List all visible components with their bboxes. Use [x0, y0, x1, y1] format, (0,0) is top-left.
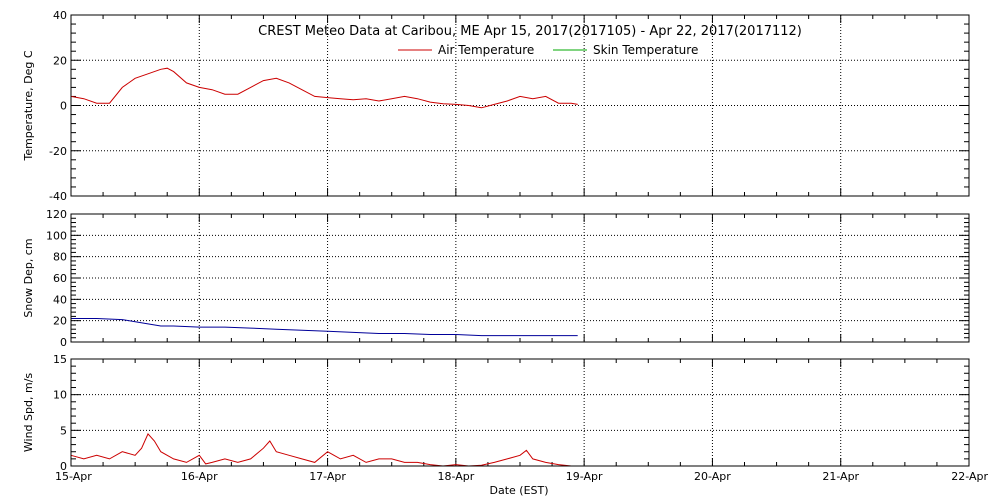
y-tick-label: 5: [60, 424, 67, 437]
series-line-air-temperature: [70, 67, 578, 109]
y-tick-label: 100: [46, 229, 67, 242]
y-tick-label: 40: [53, 9, 67, 22]
y-tick-label: 10: [53, 389, 67, 402]
y-tick-label: 15: [53, 353, 67, 366]
panels: -40 -20 0 20 40 Temperature, Deg C 0 20 40 60 80 10…: [22, 9, 988, 483]
series-line-snow-depth: [71, 318, 578, 337]
chart-title: CREST Meteo Data at Caribou, ME Apr 15, …: [258, 24, 802, 39]
x-axis-title: Date (EST): [489, 484, 548, 497]
x-tick-label: 20-Apr: [694, 470, 731, 483]
y-tick-label: 40: [53, 293, 67, 306]
panel-snow-depth: 0 20 40 60 80 100 120 Snow Dep, cm: [22, 208, 970, 349]
y-axis-title-wind-speed: Wind Spd, m/s: [22, 373, 35, 453]
y-axis-title-snow-depth: Snow Dep, cm: [22, 238, 35, 317]
y-tick-label: 0: [60, 336, 67, 349]
x-tick-label: 16-Apr: [181, 470, 218, 483]
x-tick-label: 22-Apr: [951, 470, 988, 483]
panel-frame: [70, 14, 970, 197]
y-tick-label: 120: [46, 208, 67, 221]
legend: Air Temperature Skin Temperature: [398, 43, 698, 57]
y-tick-label: -40: [49, 190, 67, 203]
legend-label-skin-temperature: Skin Temperature: [593, 43, 698, 57]
y-tick-label: 0: [60, 100, 67, 113]
panel-frame: [70, 213, 970, 343]
x-tick-label: 15-Apr: [55, 470, 92, 483]
y-tick-label: -20: [49, 145, 67, 158]
panel-temperature: -40 -20 0 20 40 Temperature, Deg C: [22, 9, 970, 203]
x-tick-label: 17-Apr: [309, 470, 346, 483]
series-line-wind-speed: [70, 432, 578, 467]
y-tick-label: 0: [60, 460, 67, 473]
x-tick-label: 19-Apr: [566, 470, 603, 483]
y-tick-label: 80: [53, 251, 67, 264]
y-tick-label: 60: [53, 272, 67, 285]
legend-label-air-temperature: Air Temperature: [438, 43, 534, 57]
y-axis-title-temperature: Temperature, Deg C: [22, 50, 35, 161]
panel-wind-speed: 0 5 10 15 Wind Spd, m/s: [22, 353, 970, 473]
x-tick-label: 18-Apr: [437, 470, 474, 483]
y-tick-label: 20: [53, 315, 67, 328]
panel-frame: [70, 358, 970, 467]
y-tick-label: 20: [53, 54, 67, 67]
x-tick-label: 21-Apr: [822, 470, 859, 483]
